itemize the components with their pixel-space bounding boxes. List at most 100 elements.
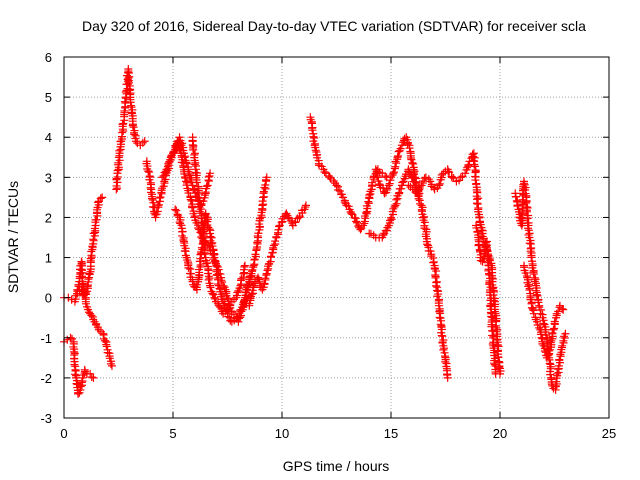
data-point	[405, 144, 414, 153]
data-point	[529, 269, 538, 278]
data-point	[441, 357, 450, 366]
data-point	[194, 193, 203, 202]
data-point	[487, 322, 496, 331]
data-point	[239, 298, 248, 307]
data-point	[511, 192, 520, 201]
data-point	[555, 355, 564, 364]
data-point	[490, 360, 499, 369]
data-point	[461, 169, 470, 178]
data-point	[277, 218, 286, 227]
data-point	[233, 312, 242, 321]
data-point	[472, 199, 481, 208]
data-point	[224, 312, 233, 321]
x-tick-label: 25	[602, 426, 616, 441]
data-point	[87, 311, 96, 320]
data-point	[254, 273, 263, 282]
data-point	[535, 323, 544, 332]
y-tick-label: -3	[40, 411, 52, 426]
data-point	[265, 259, 274, 268]
data-point	[301, 201, 310, 210]
data-point	[384, 181, 393, 190]
data-point	[448, 173, 457, 182]
data-point	[444, 167, 453, 176]
data-point	[223, 294, 232, 303]
data-point	[529, 309, 538, 318]
data-point	[155, 194, 164, 203]
data-point	[429, 183, 438, 192]
data-point	[397, 184, 406, 193]
data-point	[396, 144, 405, 153]
data-point	[443, 373, 452, 382]
series-arc12	[365, 165, 452, 382]
data-point	[237, 274, 246, 283]
data-point	[389, 169, 398, 178]
data-point	[431, 281, 440, 290]
data-point	[523, 278, 532, 287]
data-point	[118, 120, 127, 129]
data-point	[89, 373, 98, 382]
data-point	[84, 275, 93, 284]
data-point	[403, 139, 412, 148]
data-point	[545, 349, 554, 358]
data-point	[186, 195, 195, 204]
data-point	[140, 137, 149, 146]
data-point	[550, 317, 559, 326]
data-point	[522, 207, 531, 216]
data-point	[366, 187, 375, 196]
data-point	[513, 202, 522, 211]
x-tick-label: 15	[384, 426, 398, 441]
data-point	[173, 211, 182, 220]
data-point	[483, 246, 492, 255]
data-point	[475, 213, 484, 222]
series-arc8	[188, 133, 249, 318]
data-point	[165, 157, 174, 166]
y-tick-label: 3	[45, 170, 52, 185]
data-point	[271, 237, 280, 246]
data-point	[171, 205, 180, 214]
y-axis-label: SDTVAR / TECUs	[5, 181, 21, 293]
data-point	[311, 146, 320, 155]
data-point	[86, 254, 95, 263]
data-point	[240, 262, 249, 271]
data-point	[525, 239, 534, 248]
data-point	[201, 188, 210, 197]
data-point	[85, 269, 94, 278]
data-point	[533, 291, 542, 300]
y-tick-label: 0	[45, 291, 52, 306]
data-point	[197, 218, 206, 227]
data-point	[107, 361, 116, 370]
data-point	[102, 342, 111, 351]
plot-frame	[63, 56, 610, 419]
y-tick-label: 1	[45, 251, 52, 266]
data-point	[404, 181, 413, 190]
data-point	[191, 149, 200, 158]
series-arc3	[73, 285, 116, 370]
series-arc2	[60, 333, 98, 398]
data-point	[211, 256, 220, 265]
data-point	[233, 288, 242, 297]
data-point	[389, 204, 398, 213]
data-point	[260, 279, 269, 288]
data-point	[524, 282, 533, 291]
data-point	[407, 172, 416, 181]
data-point	[192, 178, 201, 187]
data-point	[524, 224, 533, 233]
data-point	[530, 277, 539, 286]
data-point	[131, 137, 140, 146]
data-point	[301, 203, 310, 212]
data-point	[249, 261, 258, 270]
data-point	[532, 286, 541, 295]
series-arc14	[472, 221, 500, 378]
data-point	[184, 263, 193, 272]
data-point	[145, 167, 154, 176]
data-point	[275, 222, 284, 231]
data-point	[291, 218, 300, 227]
data-point	[232, 313, 241, 322]
x-tick-label: 5	[169, 426, 176, 441]
data-point	[202, 182, 211, 191]
data-point	[394, 151, 403, 160]
data-point	[204, 172, 213, 181]
data-point	[115, 146, 124, 155]
data-point	[78, 290, 87, 299]
data-point	[558, 304, 567, 313]
